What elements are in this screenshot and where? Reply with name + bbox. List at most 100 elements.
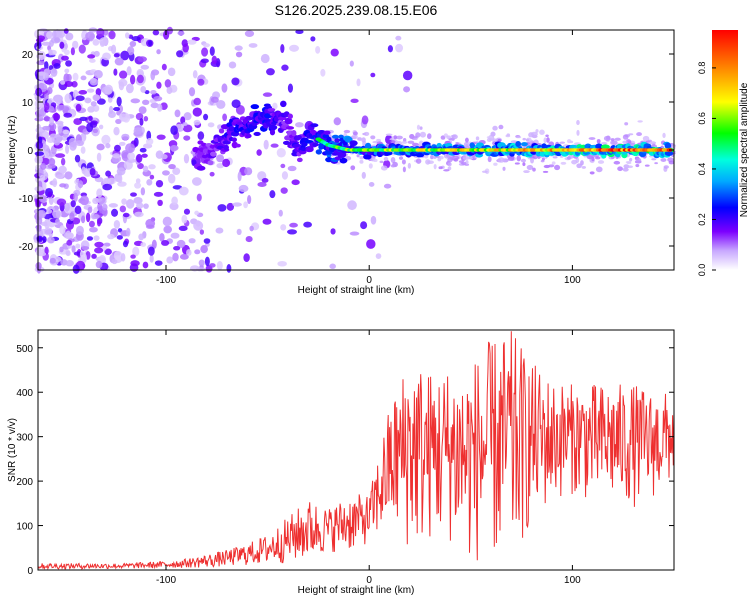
heatmap-cell (447, 166, 452, 171)
heatmap-cell (56, 198, 67, 206)
heatmap-cell (79, 250, 85, 259)
heatmap-cell (218, 128, 225, 134)
heatmap-cell (62, 129, 70, 135)
heatmap-cell (200, 58, 209, 64)
heatmap-cell (64, 93, 72, 104)
snr-x-axis-label: Height of straight line (km) (298, 585, 415, 596)
heatmap-cell (551, 161, 556, 165)
heatmap-cell (85, 212, 91, 223)
heatmap-cell (164, 79, 172, 88)
heatmap-cell (74, 140, 84, 146)
heatmap-cell (80, 146, 86, 154)
heatmap-cell (281, 64, 289, 71)
heatmap-cell (196, 165, 206, 171)
heatmap-cell (247, 194, 252, 205)
heatmap-cell (376, 138, 381, 142)
heatmap-cell (628, 133, 634, 136)
heatmap-cell (315, 46, 321, 54)
heatmap-cell (194, 210, 200, 216)
heatmap-cell (183, 112, 192, 121)
heatmap-cell (46, 31, 54, 40)
heatmap-cell (77, 180, 84, 189)
heatmap-cell (662, 132, 666, 139)
heatmap-cell (72, 72, 79, 82)
heatmap-cell (244, 30, 255, 37)
heatmap-cell (113, 107, 121, 112)
y-tick-label: -20 (19, 242, 34, 253)
heatmap-cell (81, 166, 86, 175)
heatmap-cell (244, 167, 253, 176)
heatmap-cell (515, 136, 522, 139)
heatmap-cell (571, 159, 578, 165)
heatmap-cell (453, 158, 459, 162)
heatmap-y-ticks: -20 -10 0 10 20 (19, 50, 674, 253)
heatmap-cell (350, 98, 359, 104)
heatmap-cell (622, 140, 628, 144)
heatmap-cell (96, 28, 105, 38)
y-tick-label: 300 (16, 433, 33, 444)
heatmap-cell (155, 179, 164, 188)
heatmap-cell (148, 40, 153, 47)
heatmap-cell (330, 48, 339, 57)
heatmap-cell (223, 144, 229, 151)
heatmap-cell (59, 183, 67, 188)
heatmap-cell (183, 208, 191, 215)
heatmap-cell (468, 155, 473, 160)
heatmap-cell (543, 137, 547, 144)
heatmap-cell (285, 126, 295, 130)
snr-series-line (37, 331, 675, 570)
heatmap-cell (66, 239, 73, 246)
heatmap-cell (96, 143, 105, 151)
heatmap-cell (287, 83, 293, 93)
heatmap-cell (617, 166, 623, 172)
heatmap-cell (231, 77, 240, 86)
heatmap-cell (90, 101, 97, 107)
heatmap-cell (92, 197, 100, 205)
heatmap-cell (415, 152, 425, 158)
colorbar-label: Normalized spectral amplitude (739, 82, 750, 217)
heatmap-cell (359, 155, 364, 160)
x-tick-label: -100 (156, 275, 176, 286)
heatmap-cell (63, 112, 73, 118)
heatmap-cell (60, 80, 66, 85)
heatmap-cell (210, 96, 219, 103)
heatmap-cell (234, 45, 243, 51)
heatmap-cell (108, 110, 116, 119)
heatmap-cell (526, 164, 534, 171)
heatmap-cell (262, 218, 272, 225)
heatmap-cell (89, 226, 98, 233)
heatmap-cell (159, 233, 165, 242)
heatmap-cell (236, 228, 242, 236)
heatmap-cell (642, 135, 650, 142)
heatmap-cell (199, 229, 205, 235)
heatmap-cell (49, 257, 56, 264)
heatmap-cell (591, 156, 595, 162)
heatmap-cell (402, 166, 406, 173)
heatmap-cell (170, 232, 180, 239)
y-tick-label: -10 (19, 194, 34, 205)
heatmap-cell (87, 54, 96, 59)
heatmap-cell (202, 43, 211, 48)
heatmap-cell (210, 151, 217, 157)
heatmap-cell (521, 142, 528, 147)
heatmap-cell (446, 135, 451, 140)
heatmap-cell (193, 119, 201, 126)
heatmap-cell (291, 179, 300, 186)
heatmap-cell (94, 241, 104, 248)
heatmap-cell (351, 134, 358, 140)
heatmap-cell (502, 166, 506, 171)
heatmap-cell (34, 186, 43, 192)
heatmap-cell (72, 264, 80, 274)
heatmap-cell (39, 174, 46, 182)
heatmap-cell (516, 155, 521, 162)
heatmap-cell (146, 138, 154, 146)
heatmap-cell (256, 149, 262, 156)
heatmap-cell (522, 137, 527, 141)
heatmap-cell (126, 158, 137, 163)
heatmap-cell (61, 47, 66, 53)
heatmap-y-axis-label: Frequency (Hz) (7, 116, 18, 185)
heatmap-cell (545, 134, 549, 138)
heatmap-cell (439, 155, 444, 160)
colorbar-tick-label: 0.0 (697, 264, 707, 277)
heatmap-cell (380, 165, 388, 171)
